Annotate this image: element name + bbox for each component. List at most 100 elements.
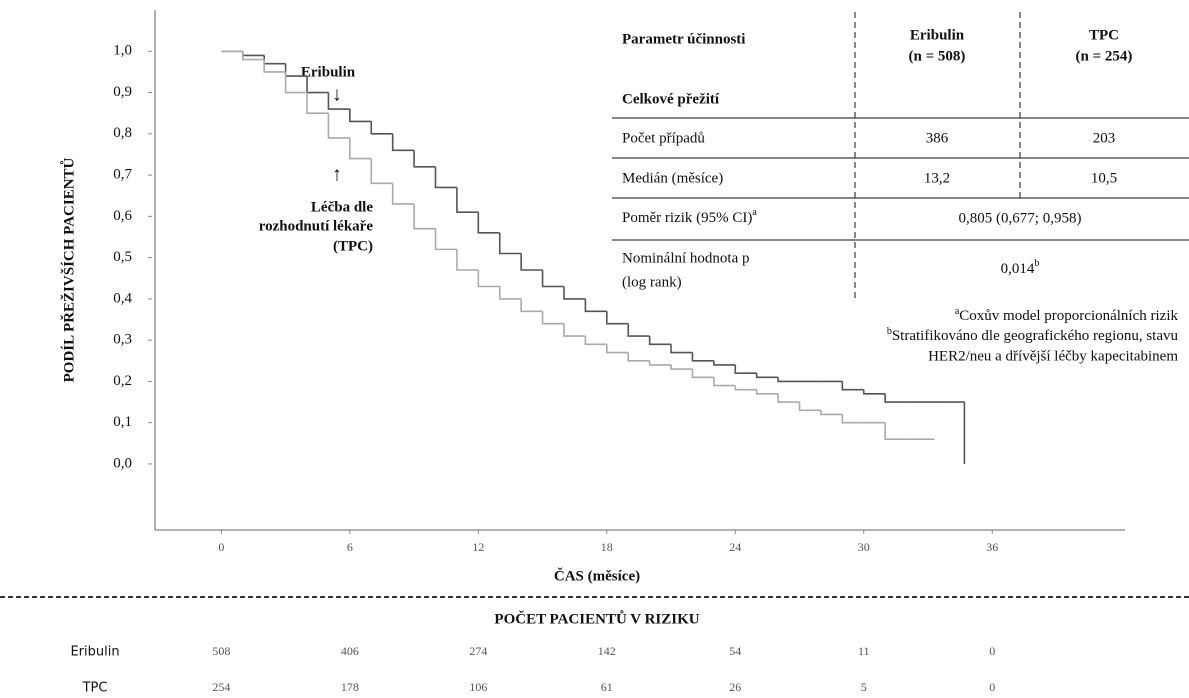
survival-step <box>327 92 350 110</box>
table-section: Celkové přežití <box>622 91 720 107</box>
survival-step <box>391 183 415 205</box>
x-tick-label: 36 <box>986 540 998 554</box>
survival-step <box>241 51 265 61</box>
survival-step <box>798 402 821 412</box>
survival-step <box>563 323 586 337</box>
survival-step <box>520 253 543 271</box>
arrow: ↓ <box>332 84 342 106</box>
table-cell: 203 <box>1093 130 1116 146</box>
y-tick-label: 0,4 <box>113 290 132 306</box>
survival-step <box>241 51 265 57</box>
risk-count: 0 <box>989 644 995 658</box>
x-tick-label: 30 <box>858 540 870 554</box>
survival-step <box>648 336 672 346</box>
survival-step <box>349 109 372 123</box>
y-tick-label: 0,8 <box>113 125 132 141</box>
survival-step <box>884 422 907 441</box>
risk-count: 274 <box>469 644 487 658</box>
table-lines <box>612 12 1189 300</box>
survival-step <box>841 381 864 391</box>
risk-count: 61 <box>601 680 613 694</box>
survival-step <box>734 364 757 374</box>
y-tick-label: 0,9 <box>113 84 132 100</box>
superscript: b <box>887 326 892 337</box>
y-tick-label: 0,6 <box>113 208 132 224</box>
survival-step <box>413 203 436 230</box>
survival-step <box>820 410 843 416</box>
risk-title: POČET PACIENTŮ V RIZIKU <box>494 610 699 627</box>
survival-step <box>456 249 479 271</box>
survival-step <box>691 369 714 379</box>
risk-count: 142 <box>598 644 616 658</box>
risk-count: 508 <box>212 644 230 658</box>
survival-step <box>606 311 629 325</box>
risk-count: 406 <box>341 644 359 658</box>
survival-step <box>327 113 350 139</box>
table-cell: 0,805 (0,677; 0,958) <box>959 210 1082 226</box>
survival-step <box>713 360 736 366</box>
table-cell: Počet případů <box>622 130 705 146</box>
table-cell: (log rank) <box>622 274 682 290</box>
risk-row-label: TPC <box>82 681 108 696</box>
survival-step <box>284 71 308 94</box>
risk-count: 0 <box>989 680 995 694</box>
risk-count: 178 <box>341 680 359 694</box>
survival-step <box>370 158 393 185</box>
survival-step <box>263 59 286 73</box>
survival-step <box>777 377 800 383</box>
survival-step <box>862 389 886 395</box>
table-cell: Medián (měsíce) <box>622 170 723 186</box>
x-tick-label: 6 <box>347 540 353 554</box>
survival-step <box>755 373 779 379</box>
y-tick-label: 0,1 <box>113 414 132 430</box>
annotation: Léčba dle <box>311 199 373 215</box>
y-tick-label: 0,2 <box>113 373 132 389</box>
survival-step <box>755 389 779 395</box>
x-tick-label: 24 <box>729 540 741 554</box>
survival-step <box>391 133 415 152</box>
survival-step <box>263 55 286 65</box>
table-header: (n = 254) <box>1076 48 1133 64</box>
survival-step <box>434 166 457 189</box>
survival-step <box>670 364 693 370</box>
survival-step <box>627 323 650 337</box>
superscript: b <box>1034 258 1039 269</box>
survival-step <box>477 212 500 234</box>
table-header: Eribulin <box>910 27 965 43</box>
survival-step <box>541 270 564 288</box>
table-header: TPC <box>1089 27 1119 43</box>
footnote: Coxův model proporcionálních rizik <box>959 308 1178 324</box>
risk-count: 54 <box>729 644 741 658</box>
survival-step <box>841 414 864 424</box>
y-axis-label: PODÍL PŘEŽIVŠÍCH PACIENTŮ <box>60 157 77 382</box>
table-cell: 0,014 <box>1001 261 1035 277</box>
survival-step <box>648 360 672 366</box>
survival-step <box>691 352 714 362</box>
table-cell: Nominální hodnota p <box>622 250 750 266</box>
risk-count: 106 <box>469 680 487 694</box>
superscript: a <box>955 306 960 317</box>
survival-step <box>456 187 479 214</box>
arrow: ↑ <box>332 164 342 186</box>
survival-step <box>713 377 736 387</box>
risk-count: 11 <box>858 644 870 658</box>
footnote: HER2/neu a dřívější léčby kapecitabinem <box>928 348 1178 364</box>
risk-count: 26 <box>729 680 741 694</box>
footnote: aCoxův model proporcionálních rizik <box>955 306 1179 324</box>
survival-step <box>434 228 457 251</box>
survival-step <box>498 232 522 255</box>
footnote: Stratifikováno dle geografického regionu… <box>892 328 1179 344</box>
survival-step <box>370 121 393 135</box>
table-cell: 10,5 <box>1091 170 1117 186</box>
footnote: bStratifikováno dle geografického region… <box>887 326 1179 344</box>
survival-step <box>413 150 436 168</box>
superscript: a <box>752 207 757 218</box>
annotation: (TPC) <box>333 238 373 254</box>
risk-count: 254 <box>212 680 230 694</box>
survival-step <box>541 311 564 325</box>
y-tick-label: 1,0 <box>113 43 132 59</box>
risk-row-label: Eribulin <box>70 645 119 660</box>
table-cell: 13,2 <box>924 170 950 186</box>
table-cell: 0,014b <box>1001 258 1040 277</box>
